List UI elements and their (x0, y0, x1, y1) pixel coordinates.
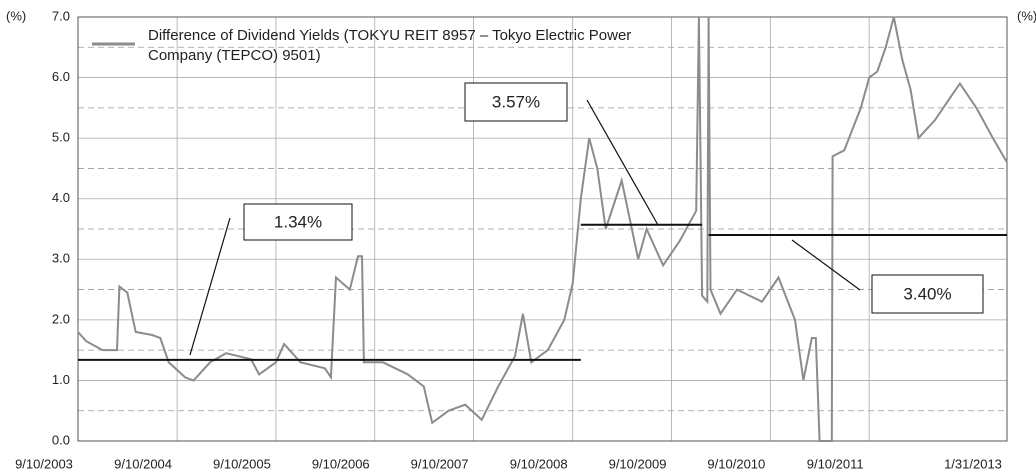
x-tick-label: 9/10/2007 (411, 456, 469, 471)
callout-label: 1.34% (274, 212, 322, 231)
legend-label: Difference of Dividend Yields (TOKYU REI… (148, 27, 632, 64)
x-tick-label: 9/10/2010 (707, 456, 765, 471)
y-tick-label: 3.0 (52, 251, 70, 266)
y-tick-label: 5.0 (52, 130, 70, 145)
callout-label: 3.57% (492, 92, 540, 111)
y-unit-left: (%) (6, 8, 26, 23)
y-unit-right: (%) (1017, 8, 1036, 23)
callout-label: 3.40% (903, 284, 951, 303)
y-tick-label: 1.0 (52, 372, 70, 387)
y-tick-label: 7.0 (52, 8, 70, 23)
callout-pointer (586, 99, 659, 226)
x-tick-label: 9/10/2011 (807, 456, 864, 471)
y-tick-label: 2.0 (52, 311, 70, 326)
callout-box (464, 82, 568, 122)
x-tick-label: 9/10/2004 (114, 456, 172, 471)
y-tick-label: 4.0 (52, 190, 70, 205)
x-tick-label: 1/31/2013 (944, 456, 1002, 471)
x-tick-label: 9/10/2008 (510, 456, 568, 471)
x-tick-label: 9/10/2006 (312, 456, 370, 471)
x-tick-label: 9/10/2005 (213, 456, 271, 471)
x-tick-label: 9/10/2003 (15, 456, 73, 471)
series-line (77, 16, 1008, 442)
callout-pointer (189, 217, 231, 356)
y-tick-label: 6.0 (52, 69, 70, 84)
plot-frame (77, 16, 1008, 442)
callout-box (871, 274, 984, 314)
x-tick-label: 9/10/2009 (609, 456, 667, 471)
callout-box (243, 203, 353, 241)
y-tick-label: 0.0 (52, 432, 70, 447)
callout-pointer (791, 239, 861, 291)
